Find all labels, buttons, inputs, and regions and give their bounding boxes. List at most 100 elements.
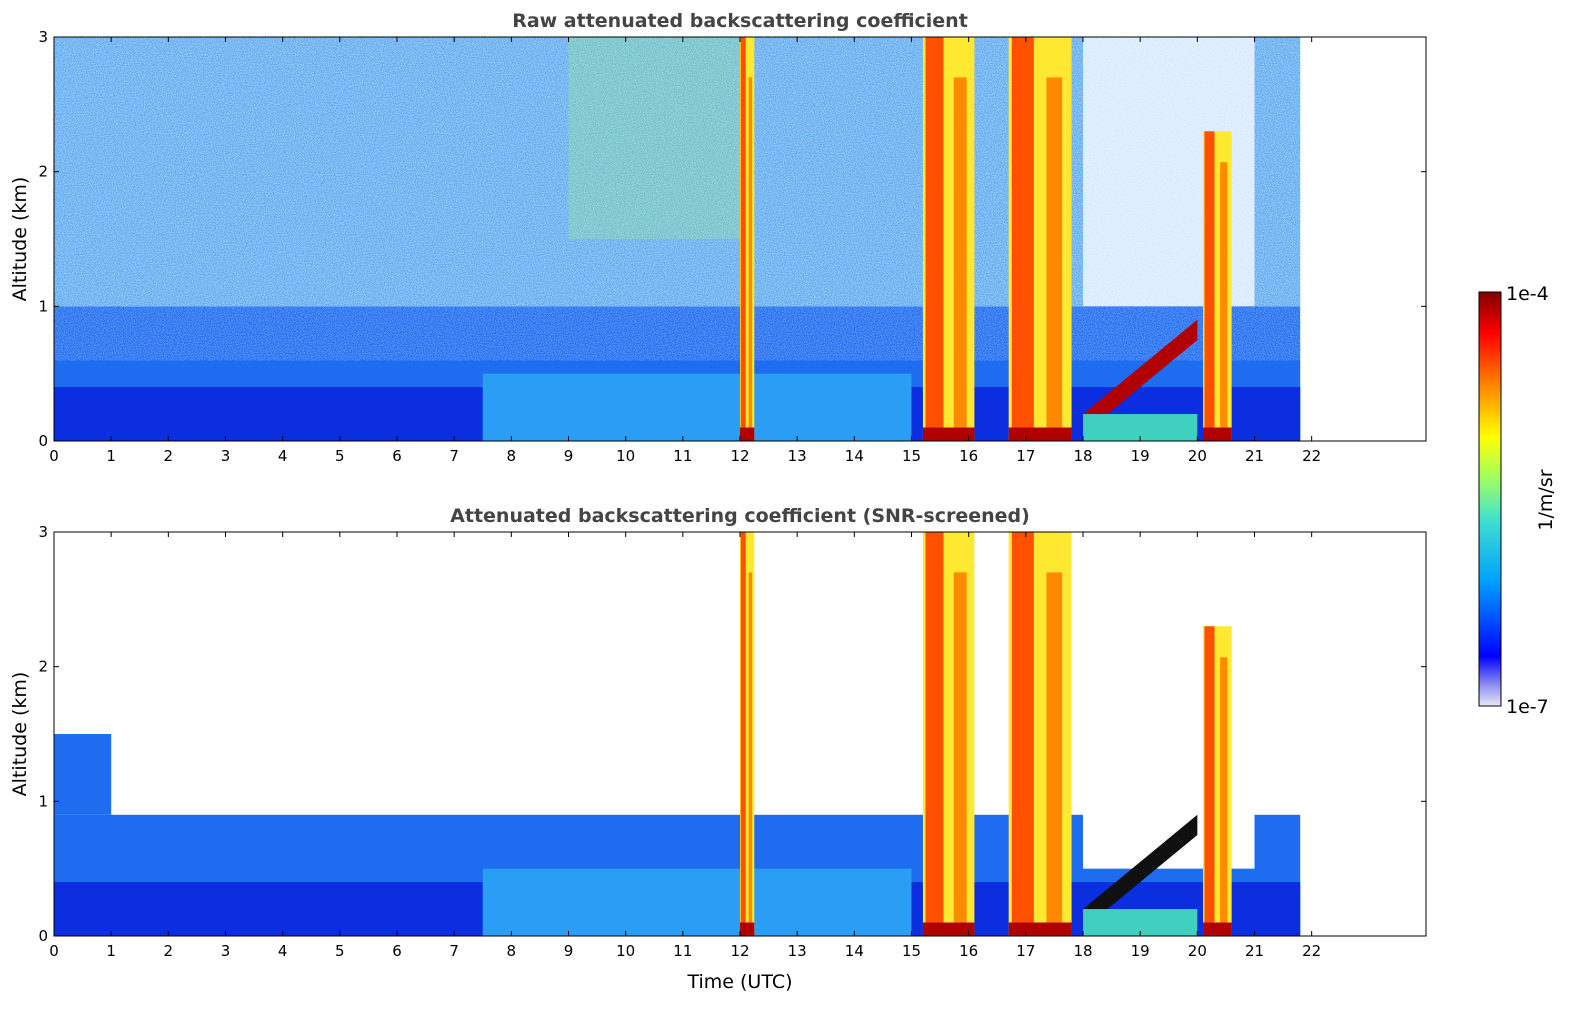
x-tick-label: 0 [49,447,59,465]
rising-cloud-layer [1083,319,1198,435]
heatmap-screened [54,532,1301,936]
cloud-column-core [740,37,746,441]
x-tick-label: 22 [1302,942,1321,960]
x-tick-label: 12 [730,447,749,465]
y-tick-label: 0 [38,432,48,450]
x-tick-label: 19 [1131,447,1150,465]
x-tick-label: 15 [902,942,921,960]
colorbar: 1e-4 1e-7 1/m/sr [1478,283,1557,718]
x-tick-label: 16 [959,447,978,465]
cloud-column-core [953,77,967,441]
y-axis-label-screened: Altitude (km) [9,672,31,797]
x-tick-label: 22 [1302,447,1321,465]
plot-area-screened [53,531,1427,937]
x-tick-label: 5 [335,942,345,960]
cloud-column-core [925,532,944,936]
plot-area-raw [53,36,1427,442]
x-tick-label: 7 [449,942,459,960]
aerosol-speckle [54,306,1301,361]
cloud-column-core [748,77,753,441]
x-tick-label: 3 [221,447,231,465]
x-tick-label: 16 [959,942,978,960]
x-tick-label: 11 [673,447,692,465]
cloud-column-base [922,922,975,936]
y-tick-label: 2 [38,658,48,676]
cloud-column-base [922,427,975,441]
x-tick-label: 3 [221,942,231,960]
cloud-column-base [740,427,755,441]
x-tick-label: 1 [106,942,116,960]
x-tick-label: 21 [1245,942,1264,960]
x-tick-label: 13 [788,447,807,465]
boundary-layer-band-light [482,373,912,441]
cloud-column-core [1204,626,1215,936]
x-tick-label: 21 [1245,447,1264,465]
x-tick-label: 15 [902,447,921,465]
x-tick-label: 2 [164,447,174,465]
cloud-column-core [1046,572,1063,936]
cloud-column-core [925,37,944,441]
y-tick-label: 2 [38,163,48,181]
chart-title-screened: Attenuated backscattering coefficient (S… [450,505,1030,527]
colorbar-gradient [1478,291,1502,707]
x-axis-label: Time (UTC) [686,971,792,993]
x-tick-label: 13 [788,942,807,960]
x-tick-label: 10 [616,942,635,960]
cloud-column-core [953,572,967,936]
x-tick-label: 6 [392,942,402,960]
y-tick-label: 1 [38,792,48,810]
x-tick-label: 8 [507,447,517,465]
cloud-column-core [1220,657,1228,936]
x-tick-label: 12 [730,942,749,960]
x-tick-label: 20 [1188,942,1207,960]
y-ticks-screened: 0 1 2 3 [38,523,1426,945]
cloud-column-core [1011,532,1034,936]
cloud-column-core [748,572,753,936]
y-tick-label: 1 [38,297,48,315]
x-tick-label: 8 [507,942,517,960]
x-tick-label: 18 [1073,942,1092,960]
x-tick-label: 20 [1188,447,1207,465]
x-tick-label: 10 [616,447,635,465]
x-tick-label: 5 [335,447,345,465]
y-tick-label: 3 [38,523,48,541]
colorbar-min-label: 1e-7 [1506,696,1549,718]
x-tick-label: 4 [278,942,288,960]
y-tick-label: 0 [38,927,48,945]
x-tick-label: 4 [278,447,288,465]
cloud-column-base [1203,427,1232,441]
cloud-column-core [1220,162,1228,441]
x-ticks-screened: 0 1 2 3 4 5 6 7 8 9 10 11 12 13 14 15 16 17 18 19 20 21 22 [49,532,1321,960]
cloud-column-core [1046,77,1063,441]
x-tick-label: 1 [106,447,116,465]
y-tick-label: 3 [38,28,48,46]
chart-title-raw: Raw attenuated backscattering coefficien… [512,10,968,32]
noise-tint-green [568,37,740,239]
panel-screened: Attenuated backscattering coefficient (S… [9,505,1427,993]
panel-raw: Raw attenuated backscattering coefficien… [9,10,1427,465]
cloud-column-base [1203,922,1232,936]
x-tick-label: 9 [564,942,574,960]
colorbar-unit-label: 1/m/sr [1535,469,1557,530]
x-tick-label: 6 [392,447,402,465]
x-tick-label: 9 [564,447,574,465]
x-tick-label: 2 [164,942,174,960]
colorbar-max-label: 1e-4 [1506,283,1549,305]
cloud-column-core [1011,37,1034,441]
rising-cloud-layer [1083,814,1198,930]
y-axis-label-raw: Altitude (km) [9,177,31,302]
heatmap-raw [54,37,1301,441]
x-tick-label: 14 [845,942,864,960]
x-tick-label: 17 [1016,447,1035,465]
x-tick-label: 18 [1073,447,1092,465]
x-tick-label: 11 [673,942,692,960]
cloud-column-core [1204,131,1215,441]
aerosol-plume-early [54,734,112,815]
x-tick-label: 19 [1131,942,1150,960]
x-tick-label: 17 [1016,942,1035,960]
cloud-column-base [1008,922,1072,936]
x-tick-label: 0 [49,942,59,960]
x-ticks-raw: 0 1 2 3 4 5 6 7 8 9 10 11 12 13 14 15 16 17 18 19 20 21 22 [49,37,1321,465]
cloud-column-core [740,532,746,936]
cloud-column-base [1008,427,1072,441]
